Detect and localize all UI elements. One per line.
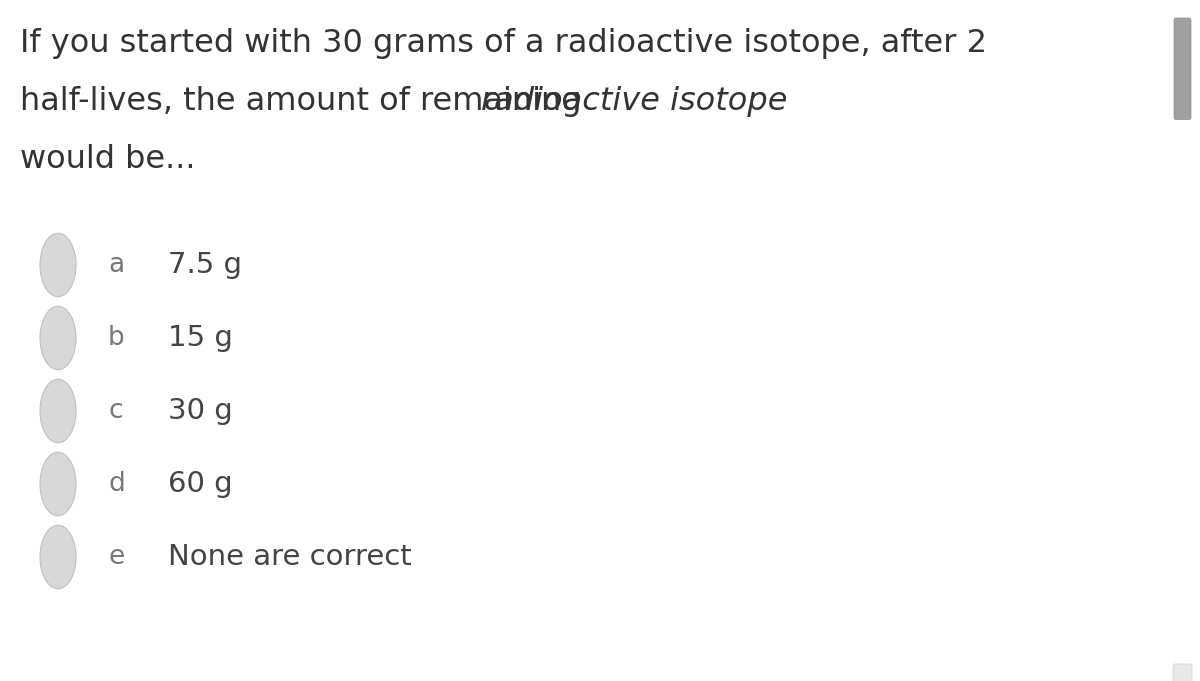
Text: b: b — [108, 325, 125, 351]
Ellipse shape — [40, 234, 76, 297]
Text: radioactive isotope: radioactive isotope — [481, 86, 787, 117]
Text: None are correct: None are correct — [168, 543, 412, 571]
Ellipse shape — [40, 452, 76, 516]
Text: If you started with 30 grams of a radioactive isotope, after 2: If you started with 30 grams of a radioa… — [20, 28, 988, 59]
Text: 30 g: 30 g — [168, 397, 233, 425]
Text: d: d — [108, 471, 125, 497]
Ellipse shape — [40, 306, 76, 370]
FancyBboxPatch shape — [1174, 18, 1190, 120]
Ellipse shape — [40, 525, 76, 588]
Text: 15 g: 15 g — [168, 324, 233, 352]
Text: c: c — [108, 398, 122, 424]
Text: 7.5 g: 7.5 g — [168, 251, 242, 279]
Text: half-lives, the amount of remaining: half-lives, the amount of remaining — [20, 86, 592, 117]
Text: e: e — [108, 544, 125, 570]
Ellipse shape — [40, 379, 76, 443]
Text: would be...: would be... — [20, 144, 196, 175]
FancyBboxPatch shape — [1174, 664, 1192, 681]
Text: 60 g: 60 g — [168, 470, 233, 498]
Text: a: a — [108, 252, 124, 278]
